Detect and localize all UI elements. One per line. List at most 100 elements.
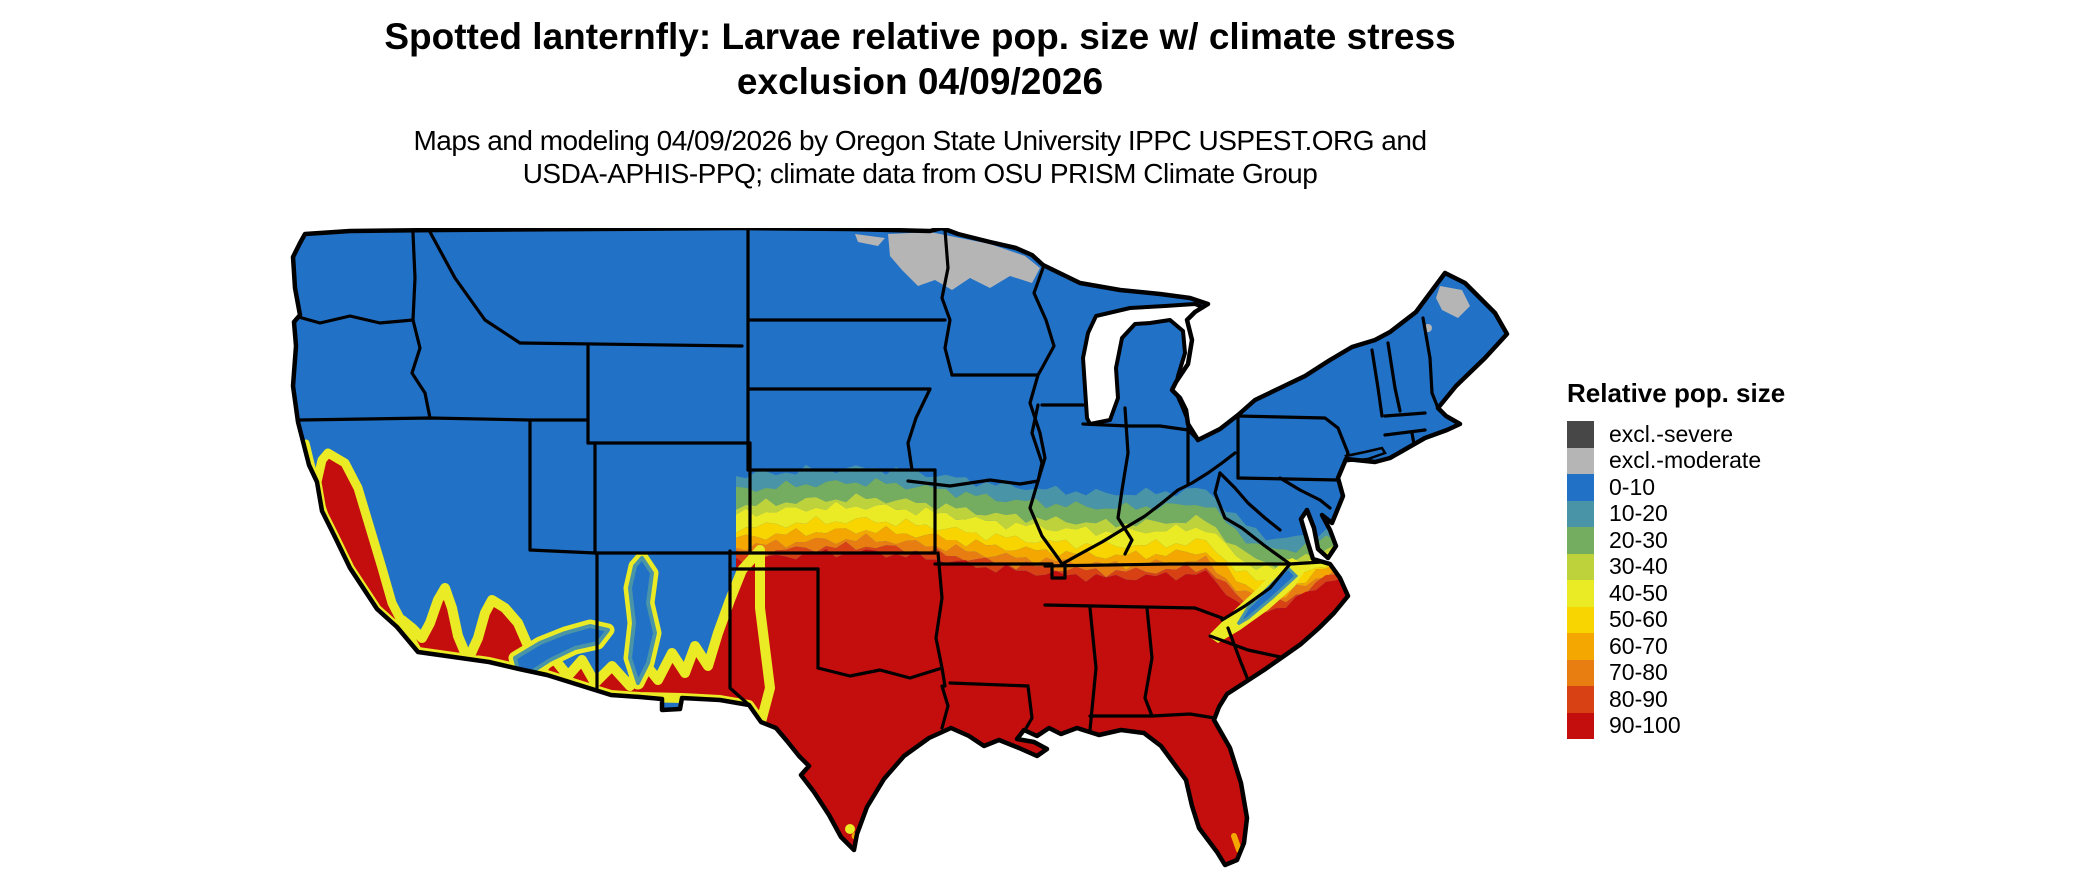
state-border-line (298, 416, 590, 422)
band-c30_40 (736, 493, 1507, 571)
legend-swatch-c70_80 (1567, 659, 1594, 686)
legend-label: excl.-moderate (1609, 447, 1762, 474)
legend-item: 40-50 (1567, 580, 1887, 607)
state-border-line (1023, 684, 1034, 732)
legend-swatch-c30_40 (1567, 553, 1594, 580)
legend-swatch-c80_90 (1567, 686, 1594, 713)
band-c80_90 (736, 541, 1507, 613)
legend-swatch-c60_70 (1567, 633, 1594, 660)
map-title-line1: Spotted lanternfly: Larvae relative pop.… (384, 16, 1456, 57)
band-c50_60 (736, 516, 1507, 593)
state-border-line (948, 681, 1030, 688)
us-map-svg (290, 228, 1530, 888)
state-border-line (1278, 476, 1332, 510)
legend-label: 10-20 (1609, 500, 1668, 527)
florida-tip-fringe (1231, 833, 1242, 853)
state-border-line (816, 666, 944, 680)
legend-label: 90-100 (1609, 712, 1681, 739)
state-border-line (933, 562, 1067, 580)
legend-item: 80-90 (1567, 686, 1887, 713)
state-border-line (410, 318, 432, 420)
state-border-line (1236, 476, 1340, 482)
state-border-line (1386, 341, 1402, 413)
state-border-line (1060, 451, 1237, 566)
map-subtitle-line1: Maps and modeling 04/09/2026 by Oregon S… (413, 125, 1427, 157)
state-border-line (1383, 428, 1427, 437)
legend-label: 50-60 (1609, 606, 1668, 633)
state-border-line (1218, 471, 1282, 532)
legend-item: 0-10 (1567, 474, 1887, 501)
legend-item: excl.-moderate (1567, 447, 1887, 474)
legend-swatch-c90_100 (1567, 712, 1594, 739)
legend-label: 70-80 (1609, 659, 1668, 686)
state-border-line (1370, 348, 1384, 418)
state-border-line (528, 548, 597, 555)
legend-swatch-c50_60 (1567, 606, 1594, 633)
state-border-line (728, 549, 750, 706)
state-border-line (1043, 603, 1224, 620)
state-border-line (1150, 712, 1217, 720)
state-border-line (1223, 516, 1292, 566)
legend-item: 10-20 (1567, 500, 1887, 527)
legend-swatch-c0_10 (1567, 474, 1594, 501)
state-border-line (1032, 266, 1056, 377)
legend-item: 70-80 (1567, 659, 1887, 686)
minnesota-exclusion-region (888, 232, 1040, 290)
legend-swatch-c10_20 (1567, 500, 1594, 527)
legend-label: 80-90 (1609, 685, 1668, 712)
state-border-line (1043, 562, 1292, 568)
state-border-line (1421, 316, 1440, 410)
state-border-line (1213, 471, 1227, 520)
legend-swatch-c20_30 (1567, 527, 1594, 554)
legend-label: 20-30 (1609, 526, 1668, 553)
legend-label: excl.-severe (1609, 420, 1733, 447)
state-border-line (1143, 606, 1154, 718)
state-border-line (1116, 406, 1134, 556)
state-border-line (1220, 562, 1292, 622)
state-border-line (940, 228, 954, 377)
state-border-line (1028, 403, 1064, 566)
map-subtitle: Maps and modeling 04/09/2026 by Oregon S… (0, 124, 1840, 190)
legend-swatch-excl_moderate (1567, 447, 1594, 474)
state-border-line (293, 314, 415, 325)
legend-item: 20-30 (1567, 527, 1887, 554)
band-c10_20 (736, 465, 1507, 557)
state-border-line (934, 551, 947, 688)
legend-items: excl.-severe excl.-moderate 0-10 10-20 20-30… (1567, 421, 1887, 739)
florida-key-dot (1215, 869, 1221, 875)
legend-label: 0-10 (1609, 473, 1656, 500)
us-map (290, 228, 1530, 888)
legend-label: 60-70 (1609, 632, 1668, 659)
legend-label: 30-40 (1609, 553, 1668, 580)
state-border-line (1383, 411, 1427, 418)
north-dakota-exclusion-patch (855, 234, 885, 246)
south-texas-spot (845, 824, 855, 834)
state-border-line (411, 231, 417, 322)
florida-key-dot (1202, 875, 1209, 882)
state-border-line (428, 230, 522, 345)
maine-exclusion-patch (1436, 286, 1470, 318)
florida-key-dot (1186, 872, 1194, 880)
state-border-line (1088, 606, 1098, 732)
state-border-line (746, 387, 932, 472)
state-border-line (1208, 634, 1287, 660)
map-subtitle-line2: USDA-APHIS-PPQ; climate data from OSU PR… (522, 158, 1318, 190)
band-c70_80 (736, 533, 1507, 607)
legend-item: 90-100 (1567, 712, 1887, 739)
legend-item: excl.-severe (1567, 421, 1887, 448)
legend-item: 30-40 (1567, 553, 1887, 580)
legend-title: Relative pop. size (1567, 378, 1786, 408)
state-border-line (940, 684, 950, 730)
legend-item: 60-70 (1567, 633, 1887, 660)
legend-item: 50-60 (1567, 606, 1887, 633)
legend-swatch-excl_severe (1567, 421, 1594, 448)
florida-key-dot (1176, 870, 1182, 876)
nm-ranges-blue-island (628, 556, 657, 685)
legend-swatch-c40_50 (1567, 580, 1594, 607)
legend-label: 40-50 (1609, 579, 1668, 606)
map-header: Spotted lanternfly: Larvae relative pop.… (0, 14, 1840, 190)
map-title-line2: exclusion 04/09/2026 (736, 61, 1104, 103)
state-borders (293, 228, 1440, 732)
legend: Relative pop. size excl.-severe excl.-mod… (1567, 378, 1887, 739)
